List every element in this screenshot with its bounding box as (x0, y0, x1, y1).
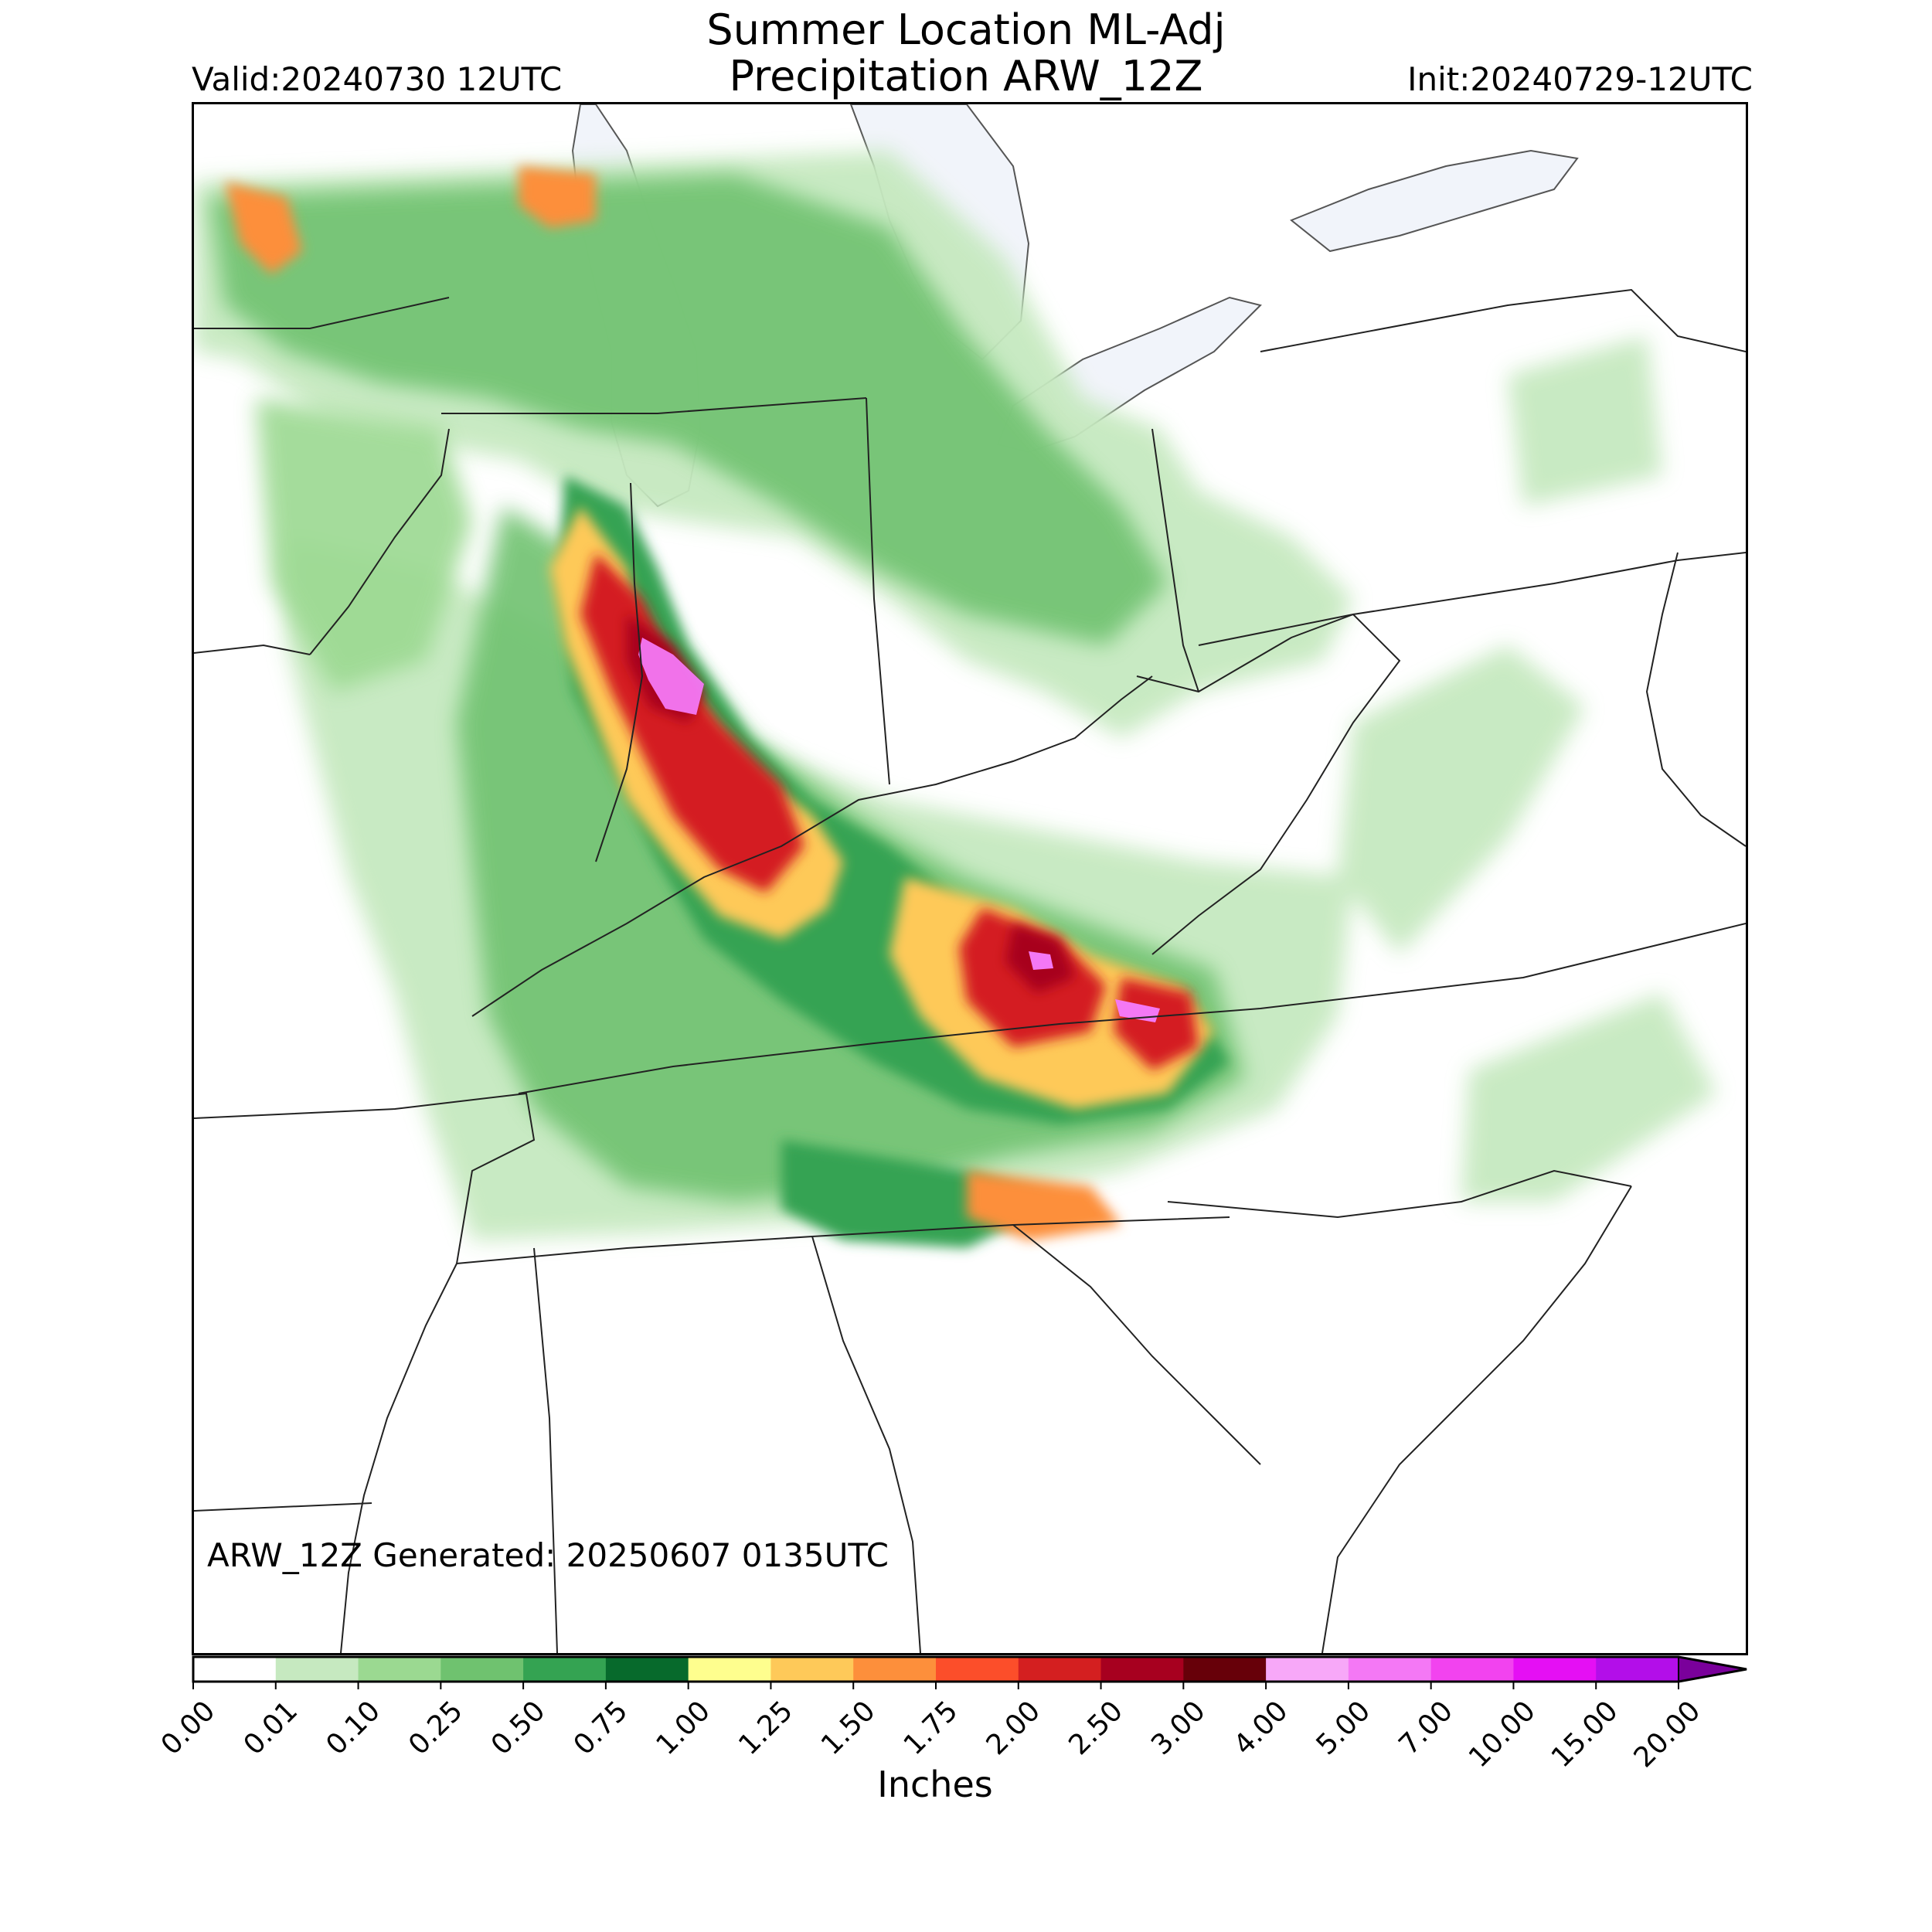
colorbar-segment (1266, 1657, 1349, 1682)
colorbar-segment (605, 1657, 689, 1682)
colorbar-tick-label: 0.25 (403, 1695, 469, 1761)
extreme-rain-wi (225, 182, 302, 274)
colorbar-segment (1183, 1657, 1267, 1682)
colorbar-ticks: 0.00 0.01 0.10 0.25 0.50 0.75 1.00 1.25 1.50 1.75… (155, 1682, 1707, 1774)
colorbar-tick-label: 0.00 (155, 1695, 222, 1761)
colorbar-tick-label: 2.00 (981, 1695, 1047, 1761)
colorbar-tick-label: 7.00 (1393, 1695, 1459, 1761)
state-boundaries (194, 288, 1746, 1653)
colorbar-segments (192, 1655, 1747, 1683)
colorbar-segment (275, 1657, 359, 1682)
colorbar-segment (770, 1657, 854, 1682)
ar-ms-river (340, 1263, 457, 1653)
mn-ia-border (194, 297, 450, 329)
ia-il-river (309, 428, 450, 655)
chesapeake-coastline (1645, 552, 1746, 847)
wi-il-border (441, 397, 867, 414)
ky-tn-border (518, 923, 1746, 1094)
al-ga-border (811, 1236, 921, 1653)
colorbar-segment (688, 1657, 771, 1682)
il-in-border (595, 482, 644, 862)
moderate-rain-wi (256, 398, 472, 692)
colorbar-tick-label: 5.00 (1311, 1695, 1377, 1761)
lake-ontario (1290, 149, 1579, 253)
nc-sc-border (1167, 1169, 1632, 1219)
chart-title-line1: Summer Location ML-Adj (706, 5, 1226, 54)
map-graphic (194, 104, 1746, 1653)
colorbar-tick-label: 1.50 (815, 1695, 882, 1761)
colorbar-segment (358, 1657, 441, 1682)
atlantic-coastline (1321, 1185, 1632, 1653)
chart-title-line2: Precipitation ARW_12Z (729, 52, 1203, 100)
valid-time-label: Valid:20240730 12UTC (192, 60, 563, 98)
extreme-rain-mi (519, 166, 596, 228)
colorbar-tick-label: 1.25 (733, 1695, 799, 1761)
colorbar-tick-label: 2.50 (1063, 1695, 1129, 1761)
colorbar-segment (1430, 1657, 1514, 1682)
colorbar-tick-label: 4.00 (1228, 1695, 1294, 1761)
extreme-rain-ky-east (1114, 978, 1199, 1070)
colorbar-segment (193, 1657, 277, 1682)
rain-over-4in-ky (1029, 951, 1053, 970)
moderate-rain-north (209, 174, 1168, 645)
generated-timestamp: ARW_12Z Generated: 20250607 0135UTC (207, 1536, 889, 1574)
ga-sc-border (1012, 1224, 1261, 1465)
ia-mo-border (194, 644, 311, 655)
colorbar-tick-label: 10.00 (1463, 1695, 1542, 1774)
rain-over-4in-il-in (638, 638, 704, 715)
colorbar-segment (1018, 1657, 1102, 1682)
la-ms-border (194, 1502, 372, 1512)
oh-pa-border (1151, 428, 1199, 692)
light-rain-region-va (1338, 645, 1585, 954)
colorbar-tick-label: 0.10 (320, 1695, 386, 1761)
colorbar-segment (1348, 1657, 1432, 1682)
ohio-river (471, 675, 1153, 1017)
colorbar-tick-label: 20.00 (1628, 1695, 1707, 1774)
precipitation-map (192, 102, 1748, 1655)
ms-al-border (533, 1247, 558, 1653)
in-oh-border (866, 397, 890, 785)
pa-ny-border (1260, 288, 1746, 352)
colorbar-segment (1513, 1657, 1597, 1682)
colorbar-tick-label: 0.01 (238, 1695, 304, 1761)
colorbar-unit-label: Inches (877, 1764, 993, 1805)
colorbar-extend-arrow (1678, 1655, 1747, 1683)
colorbar-tick-label: 0.75 (568, 1695, 634, 1761)
colorbar-tick-label: 1.75 (898, 1695, 964, 1761)
colorbar-segment (936, 1657, 1019, 1682)
colorbar-segment (1100, 1657, 1184, 1682)
colorbar-segment (523, 1657, 607, 1682)
init-time-label: Init:20240729-12UTC (1407, 60, 1753, 98)
light-rain-region-pa (1508, 336, 1662, 506)
colorbar-outline (192, 1655, 1747, 1683)
colorbar-segment (440, 1657, 524, 1682)
precipitation-field (194, 151, 1716, 1248)
colorbar-tick-label: 15.00 (1546, 1695, 1624, 1774)
pa-southern-border (1198, 552, 1746, 646)
mo-ky-border (194, 1092, 536, 1264)
light-rain-region-nc (1461, 993, 1716, 1202)
wv-va-border (1136, 613, 1401, 955)
colorbar-tick-label: 1.00 (650, 1695, 716, 1761)
colorbar-segment (1596, 1657, 1679, 1682)
colorbar-tick-label: 0.50 (485, 1695, 552, 1761)
colorbar-segment (853, 1657, 937, 1682)
colorbar-tick-label: 3.00 (1145, 1695, 1212, 1761)
